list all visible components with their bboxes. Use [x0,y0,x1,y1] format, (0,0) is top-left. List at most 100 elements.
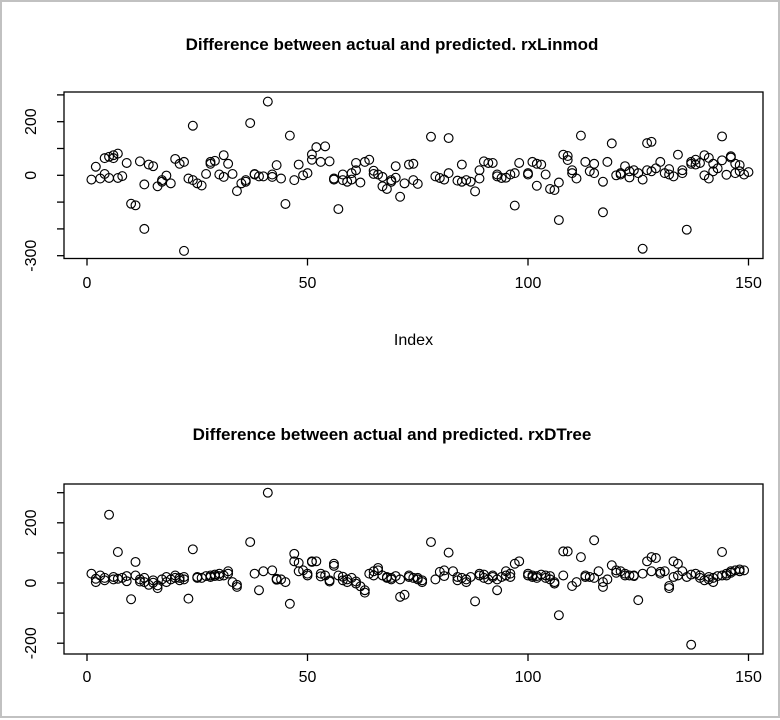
data-point [346,174,357,185]
x-tick-label: 50 [299,275,317,292]
data-point [201,168,212,179]
data-point [545,183,556,194]
data-point [655,156,666,167]
data-point [448,566,459,577]
data-point [258,566,269,577]
data-point [637,174,648,185]
data-point [672,558,683,569]
data-point [130,200,141,211]
data-point [602,156,613,167]
data-point [179,572,189,582]
data-point [717,547,728,557]
data-point [487,157,498,168]
data-point [390,161,401,172]
data-point [337,575,348,586]
data-point [672,149,683,160]
data-point [161,170,172,181]
data-point [306,149,317,160]
data-point [474,173,485,184]
data-point [121,576,132,587]
data-point [589,535,600,546]
x-tick-label: 0 [83,669,92,686]
data-point [245,118,256,129]
data-point [399,178,410,189]
data-point [443,133,454,144]
data-point [562,546,573,557]
data-point [708,572,719,583]
data-point [315,571,326,582]
data-point [196,180,207,191]
data-point [452,572,463,582]
data-point [174,572,185,583]
data-point [589,158,600,169]
data-point [496,173,507,183]
data-point [470,596,481,607]
data-point [315,568,326,579]
data-point [183,593,194,604]
data-point [126,594,137,605]
data-point [717,155,728,166]
data-point [523,169,533,180]
data-point [434,173,445,183]
data-point [584,572,595,582]
data-point [540,572,551,583]
data-point [240,175,251,186]
data-point [112,173,123,183]
data-point [262,487,273,498]
data-point [104,509,115,520]
data-point [531,158,542,169]
data-point [717,131,728,142]
data-point [408,158,419,169]
data-point [483,157,494,168]
y-tick-label: -200 [23,627,40,659]
x-axis-title: Index [394,332,433,349]
data-point [289,175,300,186]
data-point [214,571,225,582]
data-point [289,548,300,559]
data-point [624,570,635,581]
data-point [606,138,617,149]
data-point [725,151,736,162]
data-point [218,171,229,182]
data-point [306,556,317,567]
data-point [108,150,119,161]
x-tick-label: 0 [83,275,92,292]
data-point [399,589,410,600]
data-point [320,141,331,152]
data-point [223,568,234,579]
data-point [333,204,344,215]
x-tick-label: 150 [735,275,762,292]
data-point [126,198,137,209]
data-point [500,570,511,581]
data-point [734,160,745,171]
data-point [474,165,485,176]
data-point [324,576,335,587]
data-point [571,173,582,184]
data-point [536,159,547,170]
data-point [267,169,278,180]
data-point [553,215,564,226]
data-point [117,171,128,182]
data-point [739,565,750,576]
data-point [254,171,264,182]
data-point [174,158,185,169]
data-point [231,579,242,590]
data-point [293,557,304,568]
data-point [597,207,608,218]
y-tick-label: -300 [23,240,40,272]
data-point [245,537,256,548]
data-point [567,165,578,176]
data-point [408,572,419,583]
data-point [505,568,516,579]
data-point [580,156,591,167]
data-point [112,547,123,557]
data-point [254,585,264,596]
chart-title-rxdtree: Difference between actual and predicted.… [192,425,592,444]
data-point [695,157,705,168]
data-point [223,158,234,169]
data-point [646,136,657,147]
chart-title-rxlinmod: Difference between actual and predicted.… [185,35,599,54]
data-point [328,560,339,571]
y-tick-label: 200 [23,509,40,536]
data-point [461,175,472,186]
